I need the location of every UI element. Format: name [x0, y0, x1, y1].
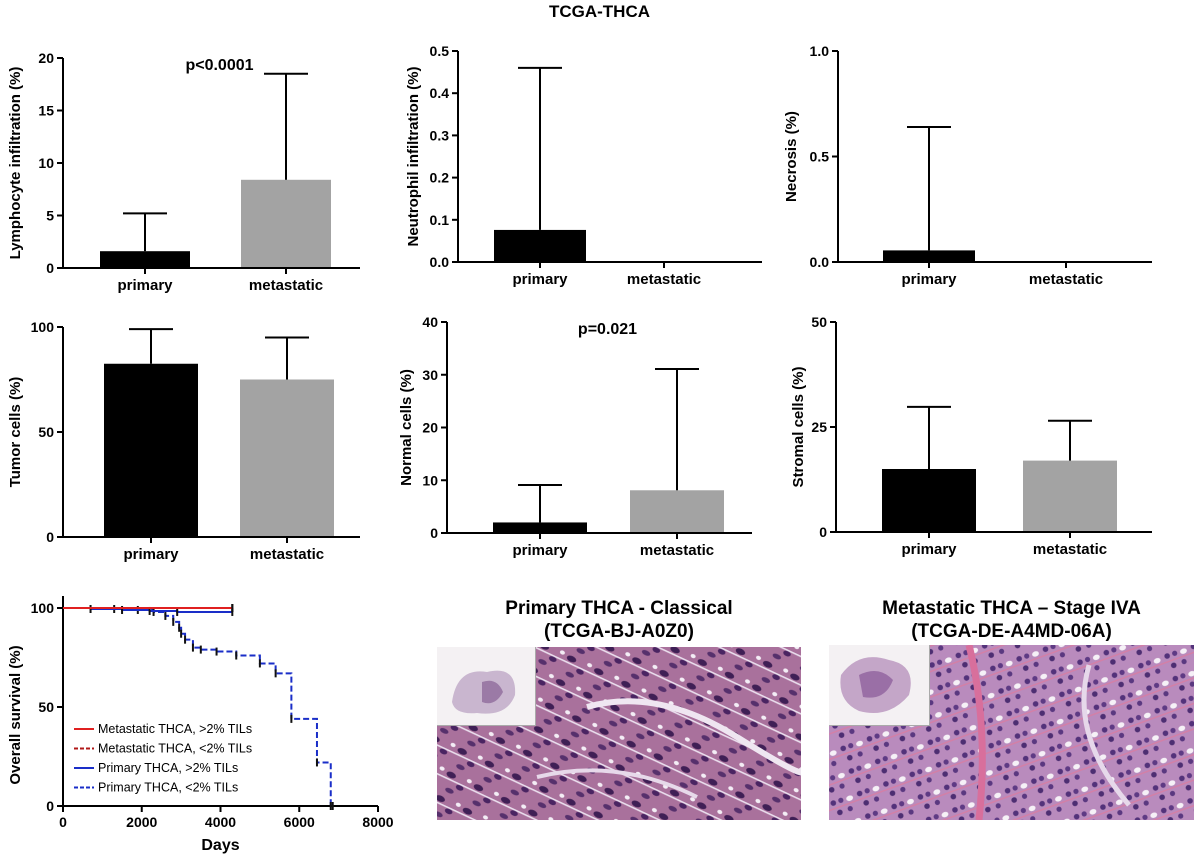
x-tick-label: metastatic — [1029, 271, 1103, 288]
y-tick-label: 25 — [811, 419, 827, 435]
bar-metastatic — [240, 379, 334, 537]
y-tick-label: 20 — [422, 420, 438, 436]
x-tick-label: metastatic — [640, 542, 714, 559]
p-value-annotation: p=0.021 — [578, 321, 637, 338]
p-value-annotation: p<0.0001 — [185, 57, 253, 74]
bar-primary — [104, 363, 198, 537]
bar-metastatic — [630, 490, 724, 533]
photo-title-primary: Primary THCA - Classical (TCGA-BJ-A0Z0) — [437, 597, 801, 643]
y-tick-label: 0.4 — [430, 85, 450, 101]
y-axis-label: Lymphocyte infiltration (%) — [7, 67, 24, 260]
bar-primary — [883, 250, 975, 262]
x-tick-label: 6000 — [284, 814, 315, 830]
x-tick-label: primary — [901, 271, 957, 288]
photo-title-metastatic: Metastatic THCA – Stage IVA (TCGA-DE-A4M… — [829, 597, 1194, 643]
x-tick-label: primary — [901, 541, 957, 558]
y-tick-label: 1.0 — [810, 43, 830, 59]
x-tick-label: primary — [117, 277, 173, 294]
y-axis-label: Necrosis (%) — [783, 111, 800, 202]
y-tick-label: 0.2 — [430, 170, 450, 186]
legend-entry: Primary THCA, >2% TILs — [98, 761, 238, 775]
y-tick-label: 20 — [38, 50, 54, 66]
y-tick-label: 5 — [46, 208, 54, 224]
y-axis-label: Normal cells (%) — [398, 369, 415, 486]
histology-inset-primary — [437, 647, 536, 726]
bar-chart-4: primary metastatic 0 50 100 Tumor cells (%) — [7, 319, 360, 563]
y-tick-label: 0 — [819, 524, 827, 540]
y-tick-label: 0.3 — [430, 127, 450, 143]
y-tick-label: 40 — [422, 314, 438, 330]
bar-primary — [493, 522, 587, 533]
y-tick-label: 0 — [46, 529, 54, 545]
y-tick-label: 0.0 — [810, 254, 830, 270]
y-tick-label: 30 — [422, 367, 438, 383]
y-tick-label: 50 — [38, 424, 54, 440]
bar-chart-2: primary metastatic 0.0 0.1 0.2 0.3 0.4 0.5 Neutr… — [405, 43, 762, 288]
bar-metastatic — [1023, 460, 1117, 532]
y-tick-label: 15 — [38, 103, 54, 119]
photo-title-metastatic-line2: (TCGA-DE-A4MD-06A) — [911, 621, 1112, 642]
figure-title: TCGA-THCA — [548, 2, 651, 21]
x-axis-label: Days — [201, 837, 239, 854]
x-tick-label: primary — [123, 546, 179, 563]
histology-inset-primary-thumbnail — [452, 670, 516, 714]
x-tick-label: metastatic — [250, 546, 324, 563]
bar-primary — [100, 251, 190, 268]
photo-title-primary-line2: (TCGA-BJ-A0Z0) — [544, 621, 694, 642]
x-tick-label: metastatic — [1033, 541, 1107, 558]
histology-image-metastatic — [829, 645, 1194, 820]
bar-metastatic — [241, 179, 331, 268]
photo-title-primary-line1: Primary THCA - Classical — [505, 598, 733, 619]
bar-chart-5: primary metastatic 0 10 20 30 40 Normal cells (… — [398, 314, 752, 559]
x-tick-label: 8000 — [362, 814, 393, 830]
photo-title-metastatic-line1: Metastatic THCA – Stage IVA — [882, 598, 1141, 619]
y-tick-label: 50 — [811, 314, 827, 330]
bar-chart-1: primary metastatic 0 5 10 15 20 Lymphocyte infi… — [7, 50, 360, 294]
x-tick-label: 0 — [59, 814, 67, 830]
y-tick-label: 0 — [430, 525, 438, 541]
y-tick-label: 100 — [31, 600, 55, 616]
legend-entry: Primary THCA, <2% TILs — [98, 781, 238, 795]
y-axis-label: Neutrophil infiltration (%) — [405, 67, 422, 247]
y-axis-label: Overall survival (%) — [7, 645, 24, 784]
y-tick-label: 10 — [38, 155, 54, 171]
histology-inset-metastatic-thumbnail — [840, 657, 911, 713]
x-tick-label: 2000 — [126, 814, 157, 830]
y-tick-label: 0.0 — [430, 254, 450, 270]
y-tick-label: 0.5 — [810, 149, 830, 165]
x-tick-label: metastatic — [627, 271, 701, 288]
x-tick-label: primary — [512, 542, 568, 559]
bar-chart-3: primary metastatic 0.0 0.5 1.0 Necrosis (%) — [783, 43, 1152, 288]
survival-chart: 0 2000 4000 6000 8000 0 50 100 Days Overall survi… — [7, 596, 394, 854]
bar-primary — [882, 469, 976, 532]
y-tick-label: 10 — [422, 472, 438, 488]
histology-inset-metastatic — [829, 645, 930, 726]
y-tick-label: 0 — [46, 798, 54, 814]
legend-entry: Metastatic THCA, >2% TILs — [98, 722, 252, 736]
x-tick-label: primary — [512, 271, 568, 288]
y-tick-label: 100 — [31, 319, 55, 335]
histology-image-primary — [437, 647, 801, 820]
y-axis-label: Tumor cells (%) — [7, 377, 24, 488]
legend-entry: Metastatic THCA, <2% TILs — [98, 742, 252, 756]
x-tick-label: 4000 — [205, 814, 236, 830]
y-axis-label: Stromal cells (%) — [790, 367, 807, 488]
y-tick-label: 50 — [38, 699, 54, 715]
bar-chart-6: primary metastatic 0 25 50 Stromal cells (%) — [790, 314, 1152, 558]
bar-primary — [494, 229, 586, 262]
y-tick-label: 0.5 — [430, 43, 450, 59]
y-tick-label: 0.1 — [430, 212, 450, 228]
survival-curve — [63, 607, 333, 807]
y-tick-label: 0 — [46, 260, 54, 276]
x-tick-label: metastatic — [249, 277, 323, 294]
